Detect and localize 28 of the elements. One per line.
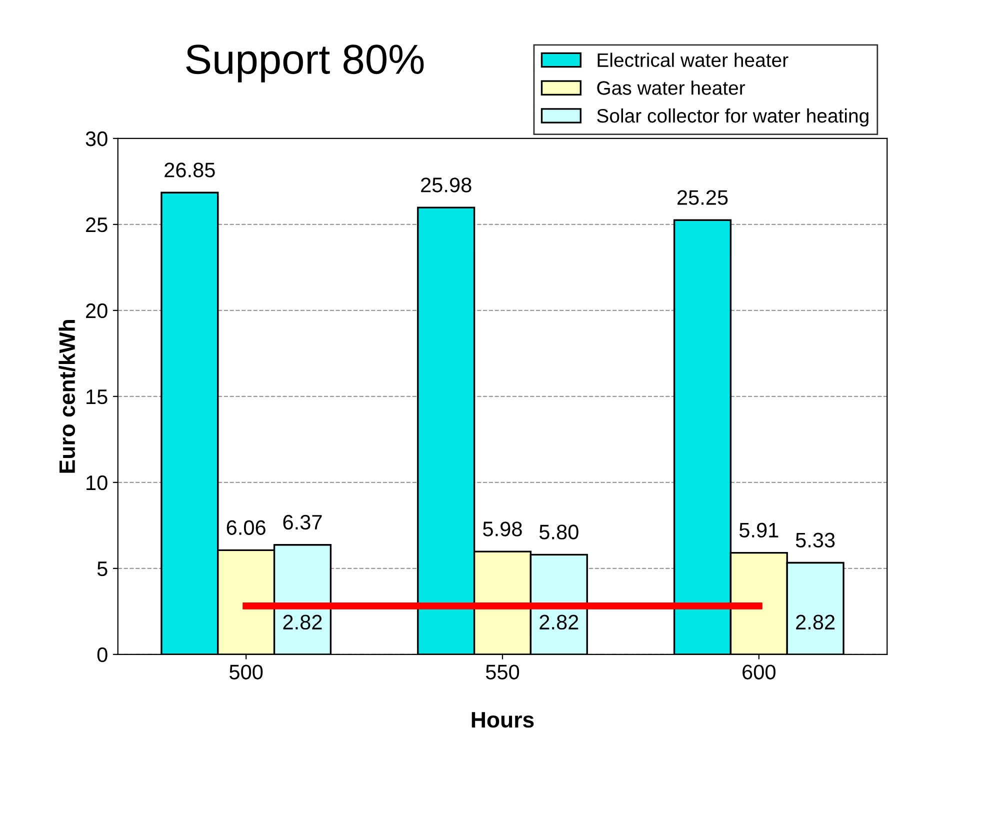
x-tick-label: 550 [486,664,520,680]
data-label: 25.98 [421,178,472,192]
legend-label: Gas water heater [597,80,746,95]
data-label: 2.82 [540,614,578,630]
chart-title: Support 80% [186,44,424,82]
data-label: 6.06 [226,520,266,535]
x-axis-title: Hours [472,712,534,728]
data-label: 5.91 [739,522,778,538]
data-label: 2.82 [796,614,835,630]
y-tick-label: 5 [97,562,108,576]
y-tick-label: 30 [86,131,108,146]
y-tick-label: 0 [97,647,108,662]
legend-label: Electrical water heater [598,52,788,68]
data-label: 6.37 [283,514,322,530]
x-tick-label: 500 [230,664,263,680]
y-tick-label: 10 [86,475,108,490]
data-label: 2.82 [283,614,322,630]
data-label: 26.85 [164,162,215,178]
data-label: 5.80 [539,524,578,540]
data-label: 5.33 [796,532,835,548]
y-tick-label: 20 [86,303,108,318]
x-tick-label: 600 [742,664,776,680]
data-label: 25.25 [677,190,728,205]
legend-label: Solar collector for water heating [597,108,868,127]
y-tick-label: 25 [86,217,108,232]
data-label: 5.98 [483,522,522,536]
y-tick-label: 15 [86,390,108,404]
y-axis-title: Euro cent/kWh [58,320,76,473]
